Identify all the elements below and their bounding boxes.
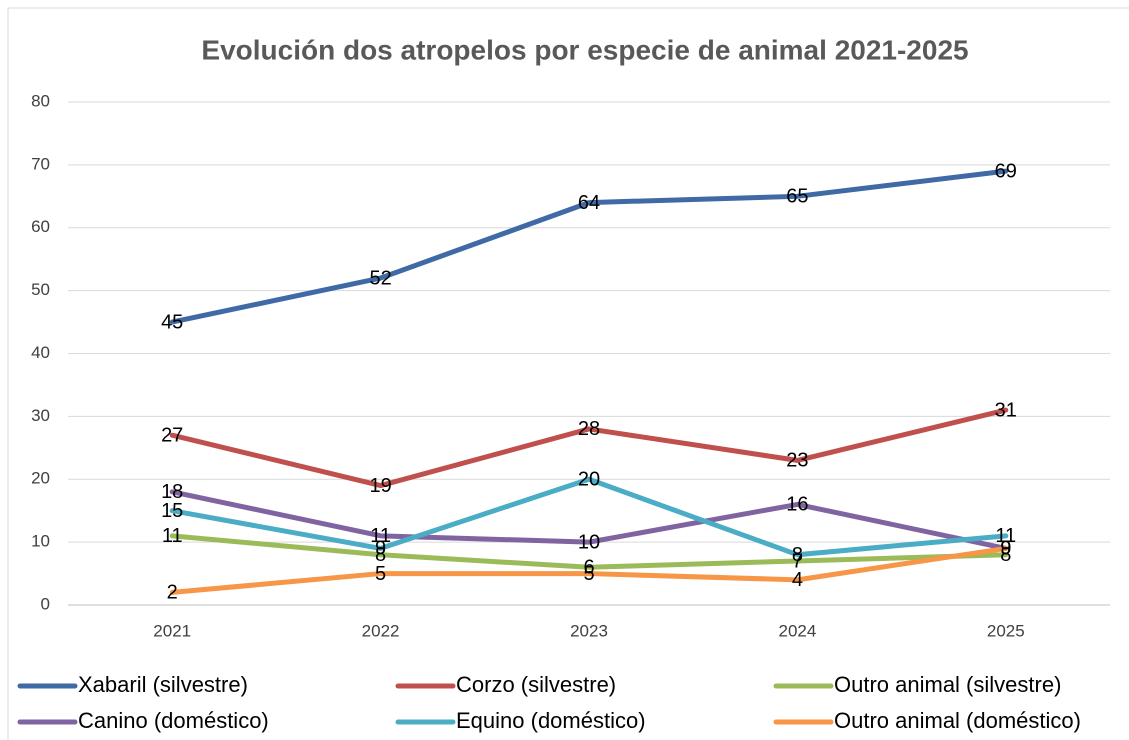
y-tick-label: 60 bbox=[31, 217, 50, 236]
x-tick-label: 2022 bbox=[362, 621, 400, 640]
x-tick-label: 2024 bbox=[778, 621, 816, 640]
data-label: 6 bbox=[583, 557, 594, 579]
data-label: 7 bbox=[792, 550, 803, 572]
data-label: 52 bbox=[369, 267, 391, 289]
data-label: 8 bbox=[375, 544, 386, 566]
series-line bbox=[169, 476, 1009, 558]
data-label: 11 bbox=[162, 525, 183, 547]
legend-label: Outro animal (silvestre) bbox=[834, 672, 1061, 697]
series-line bbox=[169, 168, 1009, 325]
legend-label: Xabaril (silvestre) bbox=[78, 672, 248, 697]
data-label: 10 bbox=[578, 531, 600, 553]
data-label: 9 bbox=[1000, 538, 1011, 560]
data-label: 20 bbox=[578, 469, 600, 491]
data-label: 8 bbox=[792, 544, 803, 566]
data-label: 8 bbox=[1000, 544, 1011, 566]
series-line bbox=[169, 407, 1009, 489]
y-tick-label: 80 bbox=[31, 91, 50, 110]
x-tick-label: 2021 bbox=[153, 621, 191, 640]
legend-label: Outro animal (doméstico) bbox=[834, 708, 1081, 733]
data-label: 28 bbox=[578, 418, 600, 440]
data-label: 18 bbox=[161, 481, 183, 503]
chart-border bbox=[7, 7, 1129, 740]
y-tick-label: 50 bbox=[31, 280, 50, 299]
data-label: 69 bbox=[995, 160, 1017, 182]
data-label: 45 bbox=[161, 311, 183, 333]
data-label: 11 bbox=[370, 525, 391, 547]
x-tick-label: 2023 bbox=[570, 621, 608, 640]
data-label: 65 bbox=[786, 186, 808, 208]
data-label: 5 bbox=[375, 563, 386, 585]
data-label: 64 bbox=[578, 192, 600, 214]
series-line bbox=[169, 533, 1009, 570]
chart-title: Evolución dos atropelos por especie de a… bbox=[201, 34, 968, 65]
data-label: 2 bbox=[167, 582, 178, 604]
y-tick-label: 10 bbox=[31, 532, 50, 551]
data-label: 31 bbox=[995, 399, 1017, 421]
data-label: 9 bbox=[1000, 538, 1011, 560]
legend-label: Equino (doméstico) bbox=[456, 708, 646, 733]
data-label: 27 bbox=[161, 425, 183, 447]
legend-label: Corzo (silvestre) bbox=[456, 672, 616, 697]
series-line bbox=[169, 489, 1009, 551]
data-label: 11 bbox=[995, 525, 1016, 547]
data-label: 16 bbox=[786, 494, 808, 516]
data-label: 5 bbox=[583, 563, 594, 585]
y-tick-label: 30 bbox=[31, 406, 50, 425]
y-tick-label: 0 bbox=[41, 594, 50, 613]
data-label: 4 bbox=[792, 569, 803, 591]
legend-label: Canino (doméstico) bbox=[78, 708, 269, 733]
series-line bbox=[169, 545, 1009, 595]
x-tick-label: 2025 bbox=[987, 621, 1025, 640]
y-tick-label: 20 bbox=[31, 469, 50, 488]
data-label: 9 bbox=[375, 538, 386, 560]
data-label: 15 bbox=[161, 500, 183, 522]
y-tick-label: 70 bbox=[31, 154, 50, 173]
y-tick-label: 40 bbox=[31, 343, 50, 362]
data-label: 23 bbox=[786, 450, 808, 472]
data-label: 19 bbox=[369, 475, 391, 497]
